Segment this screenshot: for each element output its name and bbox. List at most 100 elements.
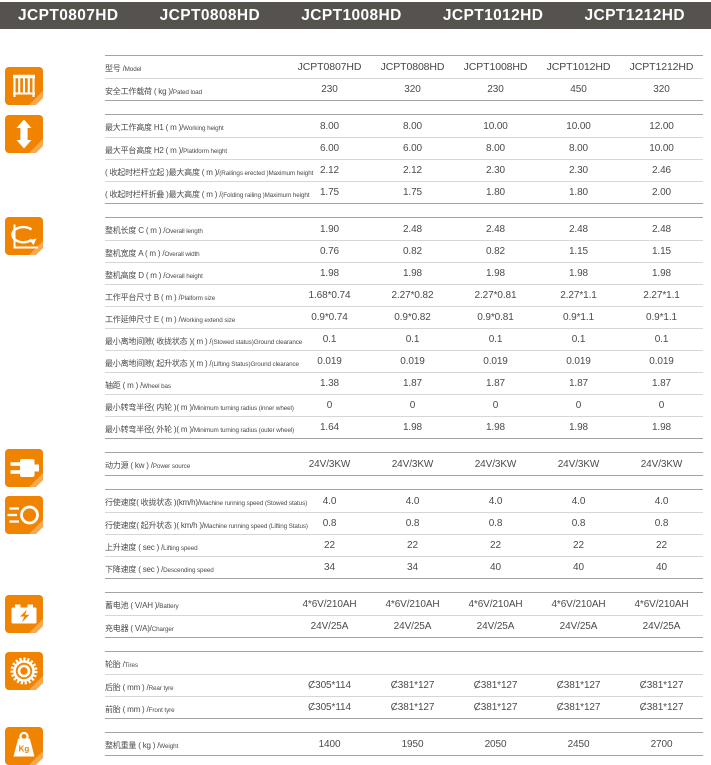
- spec-value: 1.68*0.74: [308, 290, 351, 301]
- spec-label-en: Descending speed: [163, 566, 214, 574]
- spec-value: 0.76: [319, 246, 340, 257]
- spec-label: 最大工作高度 H1 ( m )/Working height: [105, 118, 288, 134]
- section-rows: 轮胎 /Tires 后胎 ( mm ) /Rear tyre Ȼ305*114 Ȼ38…: [105, 651, 703, 719]
- spec-value: 2.12: [319, 165, 340, 176]
- spec-value: 1.87: [568, 378, 589, 389]
- spec-label-zh: 轮胎 /: [105, 660, 125, 669]
- spec-value: 1.80: [568, 187, 589, 198]
- spec-value: 2.12: [402, 165, 423, 176]
- spec-row: 最小转弯半径( 外轮 )( m )/Minimum turning radius…: [105, 416, 703, 438]
- spec-row: 最大平台高度 H2 ( m )/Platkform height 6.00 6.00…: [105, 137, 703, 159]
- spec-label-en: Wheel bas: [142, 382, 171, 390]
- spec-value: 0.8: [488, 518, 503, 529]
- spec-label-zh: 上升速度 ( sec ) /: [105, 542, 164, 552]
- spec-value: JCPT1212HD: [629, 61, 694, 73]
- spec-row: 行使速度( 收拢状态 )(km/h)/Machine running speed…: [105, 490, 703, 512]
- spec-label-zh: 轴距 ( m ) /: [105, 380, 143, 390]
- spec-value: 10.00: [483, 120, 508, 132]
- spec-label: 行使速度( 起升状态 )( km/h )/Machine running spe…: [105, 516, 308, 532]
- spec-value: 4*6V/210AH: [302, 598, 357, 610]
- spec-label-en: Machine running speed (Stowed status): [199, 500, 308, 507]
- spec-value: 0.82: [402, 246, 423, 257]
- icon-gutter: [0, 217, 105, 439]
- section-battery: 蓄电池 ( V/AH )/Battery 4*6V/210AH 4*6V/210AH…: [0, 592, 711, 638]
- spec-value: 0.019: [649, 356, 674, 367]
- spec-label-en: Machine running speed (Lifting Status): [203, 522, 308, 530]
- spec-row: 工作延伸尺寸 E ( m ) /Working extend size 0.9*0…: [105, 306, 703, 328]
- spec-value: 24V/3KW: [308, 458, 351, 470]
- spec-label-zh: 最小转弯半径( 外轮 )( m )/: [105, 424, 194, 434]
- spec-label-en: Tires: [124, 662, 138, 669]
- spec-value: 230: [321, 84, 338, 95]
- spec-value: 1.98: [402, 422, 423, 433]
- icon-gutter: Kg: [0, 727, 105, 765]
- spec-value: 8.00: [568, 143, 589, 154]
- spec-value: 0.9*0.81: [477, 312, 514, 323]
- spec-value: 22: [324, 540, 335, 551]
- spec-label-en: Working height: [183, 125, 224, 132]
- spec-value: 0.1: [488, 334, 503, 345]
- spec-label: 工作延伸尺寸 E ( m ) /Working extend size: [105, 310, 288, 326]
- spec-value: 0.8: [654, 518, 669, 529]
- spec-row: 前胎 ( mm ) /Front tyre Ȼ305*114 Ȼ381*127 Ȼ38…: [105, 696, 703, 718]
- spec-value: JCPT1012HD: [546, 61, 611, 73]
- spec-value: 2.46: [651, 165, 672, 176]
- spec-value: Ȼ381*127: [473, 702, 518, 713]
- spec-row: 安全工作载荷 ( kg )/Pated load 230 320 230 450 320: [105, 78, 703, 100]
- spec-value: 8.00: [319, 120, 340, 132]
- spec-value: 22: [573, 540, 584, 551]
- spec-value: 0.9*0.82: [394, 312, 431, 323]
- section-rows: 行使速度( 收拢状态 )(km/h)/Machine running speed…: [105, 489, 703, 579]
- spec-label: 最大平台高度 H2 ( m )/Platkform height: [105, 141, 288, 157]
- icon-gutter: [0, 449, 105, 487]
- spec-row: 上升速度 ( sec ) /Lifting speed 22 22 22 22 22: [105, 534, 703, 556]
- spec-value: 0: [658, 400, 665, 411]
- spec-value: 1400: [318, 738, 341, 750]
- icon-gutter: [0, 489, 105, 579]
- spec-label: 整机宽度 A ( m ) /Overall width: [105, 244, 288, 260]
- spec-row: 蓄电池 ( V/AH )/Battery 4*6V/210AH 4*6V/210AH…: [105, 593, 703, 615]
- spec-value: 1.90: [319, 223, 340, 235]
- icon-gutter: [0, 592, 105, 638]
- section-speed: 行使速度( 收拢状态 )(km/h)/Machine running speed…: [0, 489, 711, 579]
- spec-value: 0.019: [317, 356, 342, 367]
- section-rows: 型号 /Model JCPT0807HD JCPT0808HD JCPT1008HD J…: [105, 55, 703, 101]
- spec-label-en: Overall height: [165, 272, 203, 280]
- spec-row: 后胎 ( mm ) /Rear tyre Ȼ305*114 Ȼ381*127 Ȼ381…: [105, 674, 703, 696]
- spec-value: JCPT0808HD: [380, 61, 445, 73]
- spec-label-en: (Folding railing )Maximum height: [221, 191, 310, 199]
- spec-row: 最小离地间隙( 起升状态 )( m ) /(Lifting Status)Gro…: [105, 350, 703, 372]
- spec-value: 0.1: [654, 334, 669, 345]
- spec-value: 1.98: [651, 422, 672, 433]
- spec-value: 1950: [401, 738, 424, 750]
- spec-label-en: Charger: [151, 625, 174, 633]
- spec-row: 动力源 ( kw ) /Power source 24V/3KW 24V/3KW 24…: [105, 453, 703, 475]
- spec-value: 0.1: [405, 334, 420, 345]
- spec-label: 整机长度 C ( m ) /Overall length: [105, 221, 288, 237]
- spec-value: 8.00: [402, 120, 423, 132]
- spec-value: 40: [573, 562, 584, 573]
- svg-text:Kg: Kg: [19, 745, 30, 754]
- spec-value: 24V/25A: [559, 621, 598, 632]
- section-power: 动力源 ( kw ) /Power source 24V/3KW 24V/3KW 24…: [0, 449, 711, 487]
- plug-icon: [5, 449, 43, 487]
- spec-value: 0.019: [400, 356, 425, 367]
- spec-row: ( 收起时栏杆折叠 )最大高度 ( m ) /(Folding railing …: [105, 181, 703, 203]
- spec-label-zh: 最小离地间隙( 收拢状态 )( m ) /: [105, 336, 212, 346]
- spec-label-zh: 整机重量 ( kg ) /: [105, 741, 160, 750]
- section-rows: 最大工作高度 H1 ( m )/Working height 8.00 8.00 10…: [105, 114, 703, 204]
- spec-value: 1.98: [485, 268, 506, 279]
- spec-label-en: Front tyre: [148, 706, 175, 714]
- icon-gutter: [0, 651, 105, 719]
- spec-value: 1.87: [402, 378, 423, 389]
- spec-label: 最小转弯半径( 内轮 )( m )/Minimum turning radius…: [105, 398, 294, 414]
- spec-value: 0.1: [571, 334, 586, 345]
- spec-label-en: Power source: [152, 463, 191, 470]
- spec-label-zh: 整机高度 D ( m ) /: [105, 270, 166, 280]
- spec-label-en: Pated load: [172, 88, 202, 96]
- spec-value: 8.00: [485, 143, 506, 154]
- spec-value: 1.15: [651, 246, 672, 257]
- spec-value: 24V/25A: [476, 621, 515, 632]
- spec-value: 1.15: [568, 246, 589, 257]
